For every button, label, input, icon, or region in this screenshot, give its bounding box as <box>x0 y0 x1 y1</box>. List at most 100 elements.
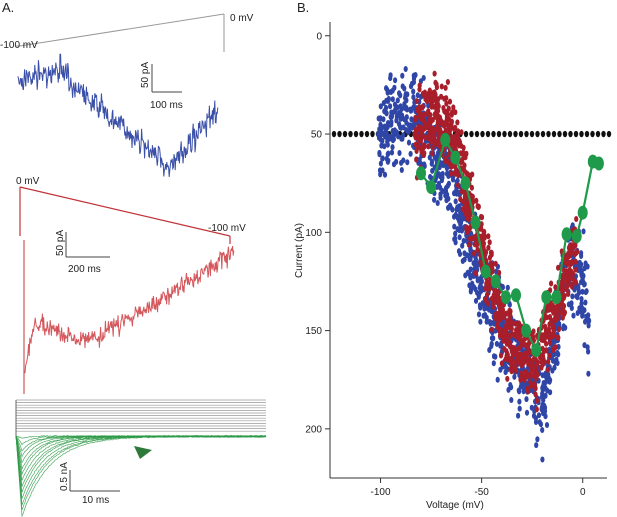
data-point <box>486 244 491 251</box>
data-point <box>485 305 490 312</box>
scalebar-3-time-label: 10 ms <box>82 495 109 506</box>
data-point <box>518 372 524 379</box>
data-point <box>431 129 436 136</box>
data-point <box>399 105 404 112</box>
data-point <box>495 297 500 304</box>
data-point <box>516 412 521 419</box>
data-point <box>490 302 496 309</box>
data-point <box>463 193 468 200</box>
data-point <box>468 251 473 257</box>
data-point <box>397 90 402 97</box>
data-point <box>478 282 483 289</box>
data-point <box>390 144 395 151</box>
reference-dot <box>502 130 507 138</box>
data-point <box>585 263 590 270</box>
data-point <box>535 436 540 443</box>
data-point <box>553 304 558 311</box>
green-series-marker <box>541 290 552 305</box>
data-point <box>508 342 513 349</box>
data-point <box>488 320 493 327</box>
data-point <box>544 340 549 347</box>
data-point <box>517 398 522 405</box>
data-point <box>570 293 575 300</box>
green-series-marker <box>426 180 437 195</box>
data-point <box>579 253 584 259</box>
data-point <box>435 200 440 206</box>
data-point <box>432 196 437 203</box>
data-point <box>468 172 473 179</box>
data-point <box>479 214 485 221</box>
data-point <box>534 397 540 404</box>
data-point <box>521 359 526 366</box>
data-point <box>561 280 566 287</box>
data-point <box>548 339 553 346</box>
data-point <box>534 406 539 413</box>
data-point <box>489 335 495 342</box>
data-point <box>442 95 447 102</box>
data-point <box>413 72 418 78</box>
data-point <box>522 353 528 360</box>
data-point <box>378 115 383 122</box>
data-point <box>413 114 418 121</box>
data-point <box>444 197 449 204</box>
data-point <box>486 279 491 286</box>
data-point <box>568 269 573 276</box>
data-point <box>447 98 453 105</box>
data-point <box>556 326 562 333</box>
data-point <box>473 297 479 304</box>
data-point <box>526 359 532 366</box>
data-point <box>523 374 528 381</box>
reference-dot <box>551 130 557 138</box>
data-point <box>569 275 574 282</box>
data-point <box>403 105 408 112</box>
data-point <box>574 216 579 222</box>
green-series-marker <box>490 274 501 289</box>
reference-dot <box>507 130 513 138</box>
data-point <box>486 233 491 240</box>
data-point <box>503 356 508 363</box>
data-point <box>586 322 591 329</box>
data-point <box>552 345 557 352</box>
data-point <box>417 111 422 118</box>
data-point <box>463 272 468 279</box>
data-point <box>406 139 412 146</box>
data-point <box>562 267 567 274</box>
data-point <box>397 150 402 156</box>
data-point <box>436 150 441 157</box>
green-series-marker <box>571 229 582 244</box>
data-point <box>540 352 545 359</box>
data-point <box>400 72 405 79</box>
data-point <box>405 159 410 166</box>
data-point <box>462 162 467 169</box>
data-point <box>409 116 414 123</box>
data-point <box>484 314 489 321</box>
data-point <box>584 288 589 295</box>
data-point <box>468 256 473 262</box>
data-point <box>411 94 416 101</box>
data-point <box>378 103 383 110</box>
data-point <box>448 123 453 130</box>
reference-dot <box>590 130 595 138</box>
data-point <box>545 366 551 373</box>
data-point <box>504 348 509 355</box>
data-point <box>442 120 448 127</box>
data-point <box>456 248 462 255</box>
data-point <box>564 276 570 282</box>
data-point <box>396 112 401 119</box>
data-point <box>530 359 535 366</box>
data-point <box>546 358 551 365</box>
data-point <box>467 215 472 222</box>
data-point <box>532 371 537 378</box>
data-point <box>385 89 390 96</box>
data-point <box>403 66 408 72</box>
data-point <box>533 391 538 398</box>
data-point <box>498 331 503 337</box>
data-point <box>576 285 581 292</box>
data-point <box>484 318 489 325</box>
data-point <box>493 315 498 321</box>
data-point <box>541 397 546 404</box>
ramp-down-protocol: 0 mV -100 mV <box>16 176 246 244</box>
axis-ticks: -100 -50 0 0 50 100 150 200 <box>305 31 586 498</box>
reference-dot <box>491 130 496 138</box>
